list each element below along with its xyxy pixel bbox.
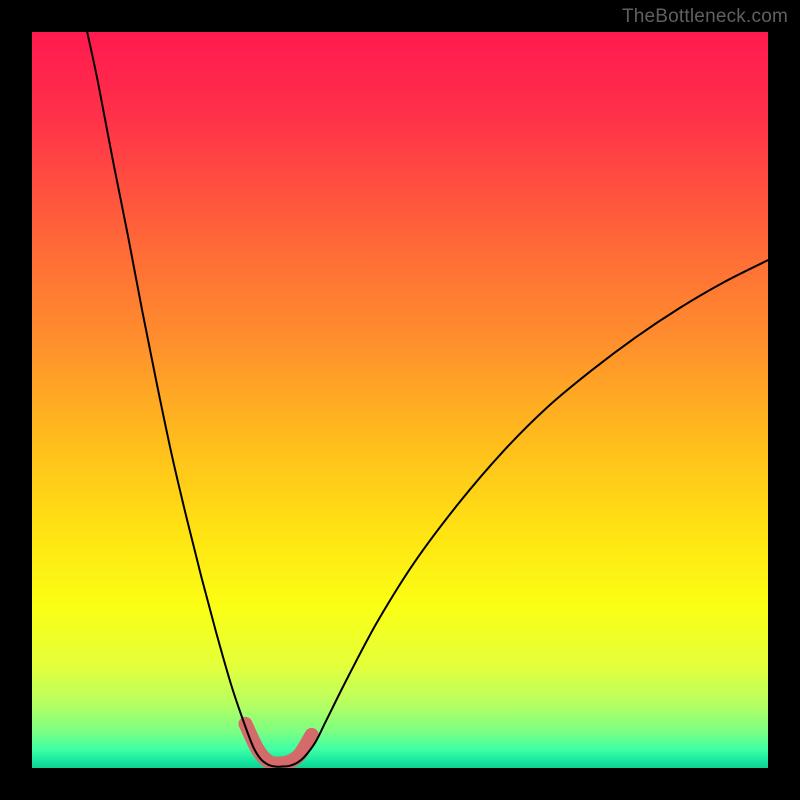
watermark-text: TheBottleneck.com [622, 6, 788, 28]
plot-background [32, 32, 768, 768]
chart-container [32, 32, 768, 768]
bottleneck-chart [32, 32, 768, 768]
